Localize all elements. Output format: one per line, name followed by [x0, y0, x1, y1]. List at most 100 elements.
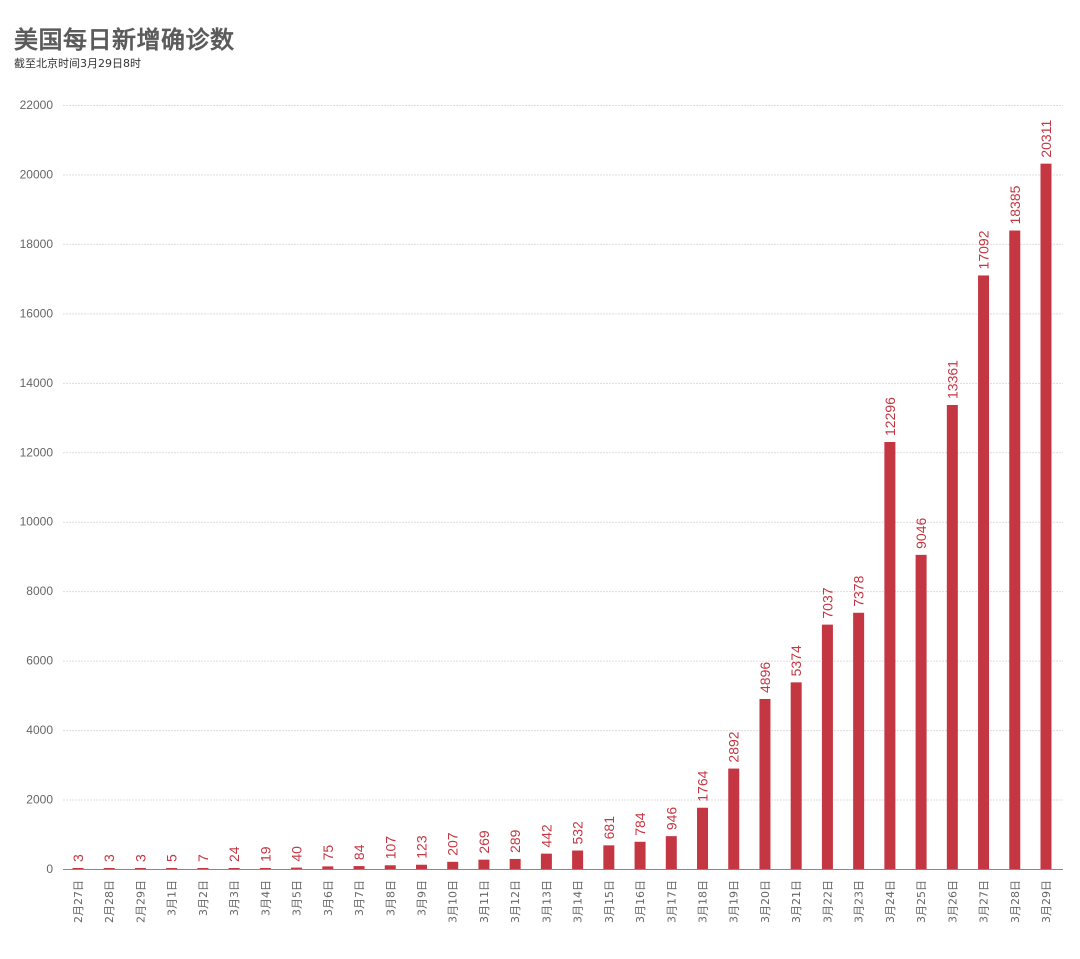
- bar-value-label: 4896: [757, 662, 773, 693]
- bars: [72, 163, 1052, 870]
- bar: [353, 866, 365, 869]
- x-tick-label: 3月20日: [759, 880, 772, 923]
- y-tick-label: 16000: [20, 306, 54, 320]
- bar-value-label: 442: [538, 824, 554, 848]
- bar-value-label: 946: [663, 807, 679, 831]
- bar: [72, 868, 84, 869]
- x-tick-label: 3月28日: [1009, 880, 1022, 923]
- x-tick-label: 2月27日: [72, 880, 85, 923]
- y-tick-label: 18000: [20, 237, 54, 251]
- x-tick-label: 2月29日: [134, 880, 147, 923]
- bar: [572, 850, 584, 869]
- x-tick-label: 3月22日: [821, 880, 834, 923]
- y-tick-label: 12000: [20, 445, 54, 459]
- x-tick-label: 3月19日: [728, 880, 741, 923]
- bar: [291, 867, 303, 869]
- y-tick-label: 8000: [26, 584, 53, 598]
- bar: [665, 836, 677, 869]
- bar: [540, 853, 552, 869]
- y-tick-label: 14000: [20, 376, 54, 390]
- x-tick-label: 3月26日: [946, 880, 959, 923]
- y-tick-label: 22000: [20, 98, 54, 112]
- x-tick-label: 3月17日: [665, 880, 678, 923]
- bar-value-label: 18385: [1007, 185, 1023, 224]
- x-tick-label: 3月12日: [509, 880, 522, 923]
- x-tick-label: 3月7日: [353, 880, 366, 916]
- grid-lines: [63, 105, 1063, 801]
- bar: [821, 624, 833, 869]
- x-axis: 2月27日 2月28日 2月29日 3月1日 3月2日 3月3日 3月4日 3月5日 3月6日 3…: [72, 880, 1053, 923]
- x-tick-label: 3月23日: [853, 880, 866, 923]
- bar-value-label: 289: [507, 829, 523, 853]
- bar-value-label: 12296: [882, 397, 898, 436]
- chart-title: 美国每日新增确诊数: [14, 26, 235, 54]
- x-tick-label: 3月13日: [540, 880, 553, 923]
- bar: [946, 405, 958, 869]
- x-tick-label: 3月14日: [572, 880, 585, 923]
- x-tick-label: 3月27日: [978, 880, 991, 923]
- bar-value-label: 24: [226, 846, 242, 862]
- bar-value-label: 207: [445, 832, 461, 856]
- x-tick-label: 2月28日: [103, 880, 116, 923]
- bar-value-label: 75: [320, 845, 336, 861]
- bar: [978, 275, 990, 869]
- x-tick-label: 3月10日: [447, 880, 460, 923]
- bar-value-label: 9046: [913, 517, 929, 548]
- x-tick-label: 3月9日: [415, 880, 428, 916]
- bar-value-label: 20311: [1038, 120, 1054, 158]
- bar-value-label: 123: [413, 835, 429, 859]
- bar: [447, 861, 459, 869]
- x-tick-label: 3月21日: [790, 880, 803, 923]
- bar-value-label: 7037: [819, 587, 835, 618]
- bar: [103, 868, 115, 869]
- x-tick-label: 3月29日: [1040, 880, 1053, 923]
- bar: [697, 807, 709, 869]
- y-tick-label: 2000: [26, 793, 53, 807]
- x-tick-label: 3月3日: [228, 880, 241, 916]
- bar: [603, 845, 615, 869]
- bar-value-label: 5: [164, 854, 180, 862]
- bar: [197, 868, 209, 869]
- bar-value-label: 681: [601, 816, 617, 840]
- y-tick-label: 4000: [26, 723, 53, 737]
- x-tick-label: 3月15日: [603, 880, 616, 923]
- x-tick-label: 3月16日: [634, 880, 647, 923]
- x-tick-label: 3月2日: [197, 880, 210, 916]
- bar-value-label: 5374: [788, 645, 804, 676]
- bar-value-label: 3: [70, 854, 86, 862]
- bar: [728, 768, 740, 869]
- x-tick-label: 3月18日: [697, 880, 710, 923]
- bar-value-label: 532: [570, 821, 586, 845]
- bar: [384, 865, 396, 869]
- x-tick-label: 3月6日: [322, 880, 335, 916]
- bar-value-label: 2892: [726, 731, 742, 762]
- bar: [915, 554, 927, 869]
- bar: [134, 868, 146, 869]
- bar-value-label: 1764: [695, 770, 711, 801]
- bar: [790, 682, 802, 869]
- bar-value-label: 269: [476, 830, 492, 854]
- bar: [1009, 230, 1021, 870]
- bar-value-label: 13361: [944, 360, 960, 399]
- bar-value-label: 19: [257, 846, 273, 862]
- x-tick-label: 3月11日: [478, 880, 491, 923]
- bar-value-label: 107: [382, 836, 398, 860]
- bar: [228, 868, 240, 869]
- x-tick-label: 3月8日: [384, 880, 397, 916]
- bar-value-label: 7378: [851, 575, 867, 606]
- bar: [478, 859, 490, 869]
- value-labels: 3 3 3 5 7 24 19 40 75 84 107 123 207 269 289 442 532 681 7…: [70, 120, 1054, 862]
- x-tick-label: 3月25日: [915, 880, 928, 923]
- bar-value-label: 7: [195, 854, 211, 862]
- bar: [509, 858, 521, 869]
- bar: [415, 864, 427, 869]
- y-axis: 0 2000 4000 6000 8000 10000 12000 14000 16000 180…: [20, 98, 54, 876]
- bar-value-label: 17092: [976, 230, 992, 269]
- bar: [634, 841, 646, 869]
- y-tick-label: 0: [46, 862, 53, 876]
- x-tick-label: 3月5日: [291, 880, 304, 916]
- bar-value-label: 84: [351, 844, 367, 860]
- bar: [1040, 163, 1052, 869]
- bar: [322, 866, 334, 869]
